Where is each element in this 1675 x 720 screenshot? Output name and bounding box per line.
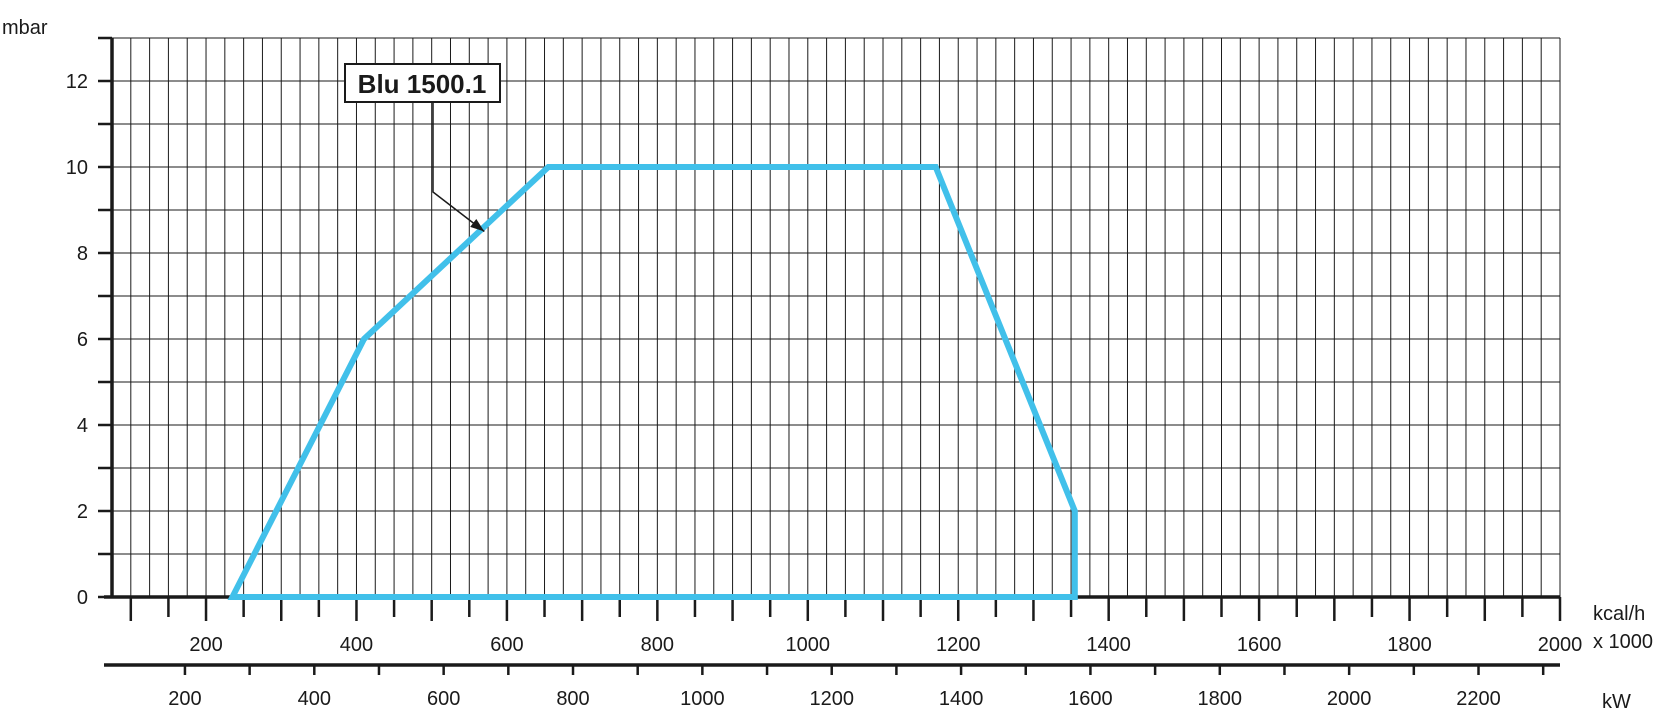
- x-tick-label-kw: 1800: [1198, 688, 1243, 710]
- y-tick-label: 2: [77, 501, 88, 523]
- x-tick-label-kw: 2200: [1456, 688, 1501, 710]
- x-tick-label-kcal: 2000: [1538, 634, 1583, 656]
- grid-lines: [112, 37, 1561, 597]
- x-tick-label-kw: 1400: [939, 688, 984, 710]
- x-axis-label-kcal-multiplier: x 1000: [1593, 631, 1653, 653]
- y-tick-label: 4: [77, 415, 88, 437]
- x-tick-label-kw: 600: [427, 688, 460, 710]
- x-tick-label-kw: 800: [556, 688, 589, 710]
- x-tick-label-kcal: 1400: [1086, 634, 1131, 656]
- y-tick-label: 8: [77, 243, 88, 265]
- x-tick-label-kcal: 800: [641, 634, 674, 656]
- x-tick-label-kw: 1600: [1068, 688, 1113, 710]
- annotation-label: Blu 1500.1: [358, 69, 487, 99]
- y-tick-label: 10: [66, 157, 88, 179]
- series: [227, 164, 1078, 600]
- x-tick-label-kcal: 1200: [936, 634, 981, 656]
- annotation-leader: [432, 102, 485, 233]
- x-axis-label-kcal: kcal/h: [1593, 603, 1645, 625]
- y-axis-label: mbar: [2, 17, 48, 39]
- x-tick-label-kw: 400: [298, 688, 331, 710]
- x-tick-label-kcal: 1800: [1387, 634, 1432, 656]
- annotation-arrowhead: [470, 219, 485, 232]
- x-tick-label-kcal: 1000: [786, 634, 831, 656]
- y-tick-label: 0: [77, 587, 88, 609]
- x-tick-label-kw: 200: [168, 688, 201, 710]
- x-tick-label-kw: 2000: [1327, 688, 1372, 710]
- y-tick-label: 12: [66, 71, 88, 93]
- axes: [98, 36, 1562, 675]
- series-annotation: Blu 1500.1: [344, 63, 501, 233]
- x-tick-label-kw: 1200: [809, 688, 854, 710]
- labels: 0 2 4 6 8 10 12 200 400 600 800 1000 1200 1400 1600 180…: [66, 71, 1583, 710]
- annotation-box: [344, 63, 501, 103]
- x-tick-label-kcal: 1600: [1237, 634, 1282, 656]
- x-axis-label-kw: kW: [1602, 691, 1631, 713]
- x-tick-label-kcal: 600: [490, 634, 523, 656]
- y-tick-label: 6: [77, 329, 88, 351]
- x-tick-label-kcal: 200: [189, 634, 222, 656]
- x-tick-label-kw: 1000: [680, 688, 725, 710]
- series-outline: [227, 164, 1078, 600]
- x-tick-label-kcal: 400: [340, 634, 373, 656]
